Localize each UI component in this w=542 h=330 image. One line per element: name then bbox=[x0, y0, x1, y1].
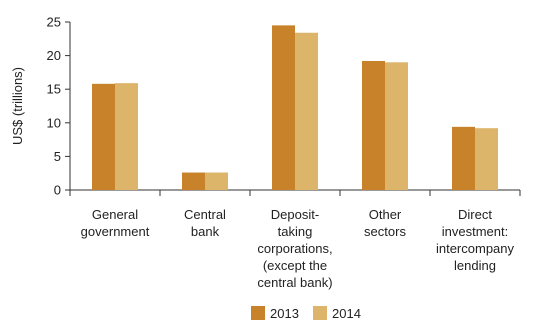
bar-2014-0 bbox=[115, 83, 138, 190]
bar-2014-2 bbox=[295, 32, 318, 190]
x-category-label-line: Central bbox=[184, 207, 226, 222]
legend-swatch-2014 bbox=[313, 306, 327, 320]
y-tick-label: 25 bbox=[47, 15, 61, 30]
y-axis: 0 5 10 15 20 25 bbox=[47, 15, 71, 198]
bar-2014-4 bbox=[475, 128, 498, 190]
x-category-label-line: investment: bbox=[442, 224, 508, 239]
x-category-label-line: taking bbox=[278, 224, 313, 239]
x-category-label: General government bbox=[81, 207, 150, 239]
y-tick-label: 10 bbox=[47, 115, 61, 130]
x-category-label-line: intercompany bbox=[436, 241, 515, 256]
legend: 2013 2014 bbox=[251, 306, 361, 321]
x-category-label: Deposit-taking corporations, (except the ce… bbox=[257, 207, 332, 290]
x-category-label-line: bank bbox=[191, 224, 220, 239]
x-category-label-line: Deposit- bbox=[271, 207, 319, 222]
x-category-label: Central bank bbox=[184, 207, 226, 239]
y-axis-label: US$ (trillions) bbox=[10, 67, 25, 145]
bar-2013-2 bbox=[272, 25, 295, 190]
x-category-label-line: Direct bbox=[458, 207, 492, 222]
x-category-label: Direct investment: intercompany lending bbox=[436, 207, 515, 273]
x-category-label-line: corporations, bbox=[257, 241, 332, 256]
bar-2013-1 bbox=[182, 172, 205, 190]
legend-label-2013: 2013 bbox=[270, 306, 299, 321]
x-category-label-line: lending bbox=[454, 258, 496, 273]
legend-swatch-2013 bbox=[251, 306, 265, 320]
bar-2014-1 bbox=[205, 172, 228, 190]
bar-2013-0 bbox=[92, 83, 115, 190]
x-category-label-line: (except the bbox=[263, 258, 327, 273]
bar-2013-4 bbox=[452, 126, 475, 190]
category-labels: General government Central bank Deposit-taki… bbox=[81, 207, 515, 290]
bars bbox=[92, 25, 498, 191]
x-category-label-line: sectors bbox=[364, 224, 406, 239]
legend-label-2014: 2014 bbox=[332, 306, 361, 321]
y-tick-label: 20 bbox=[47, 48, 61, 63]
x-category-label-line: government bbox=[81, 224, 150, 239]
x-category-label-line: Other bbox=[369, 207, 402, 222]
x-axis bbox=[69, 189, 521, 196]
x-category-label: Other sectors bbox=[364, 207, 406, 239]
y-tick-label: 0 bbox=[54, 183, 61, 198]
x-category-label-line: General bbox=[92, 207, 138, 222]
bar-2014-3 bbox=[385, 62, 408, 190]
y-tick-label: 5 bbox=[54, 149, 61, 164]
bar-2013-3 bbox=[362, 60, 385, 191]
y-tick-label: 15 bbox=[47, 82, 61, 97]
x-category-label-line: central bank) bbox=[257, 275, 332, 290]
